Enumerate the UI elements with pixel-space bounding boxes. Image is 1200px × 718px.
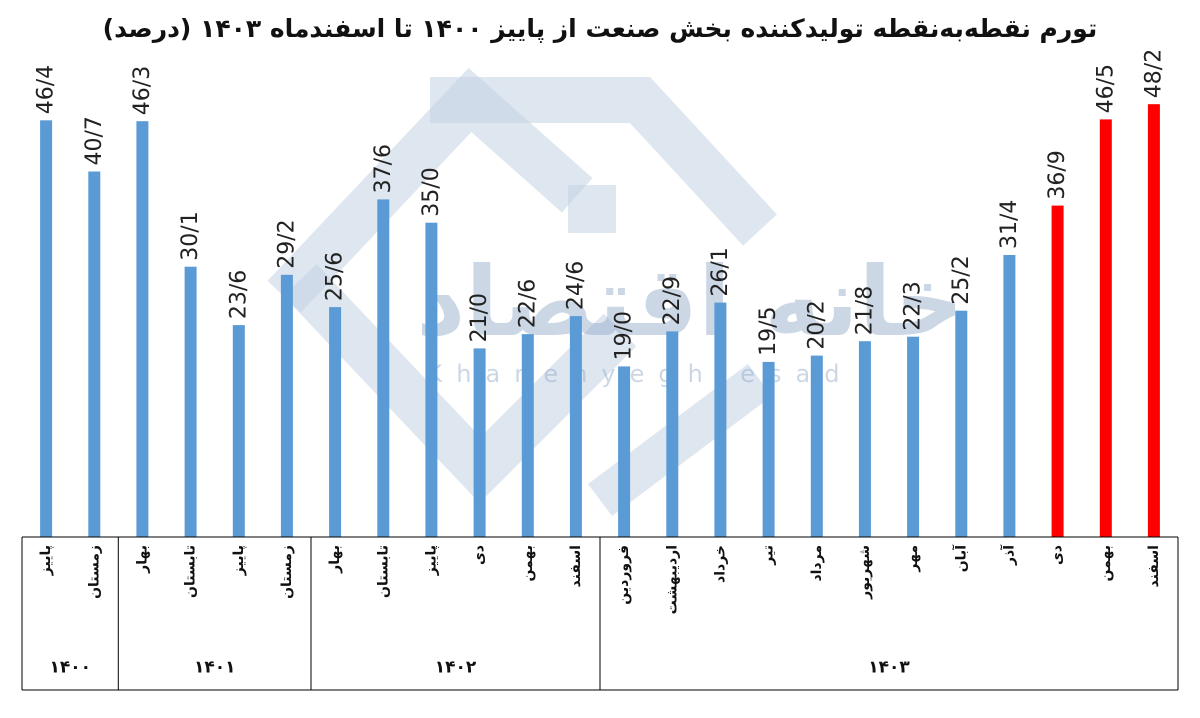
data-label: 25/2: [949, 255, 974, 304]
category-label: پاییز: [423, 545, 439, 576]
category-label: بهمن: [1098, 545, 1114, 581]
bar: [907, 336, 920, 537]
data-label: 46/5: [1093, 64, 1118, 113]
data-label: 21/8: [852, 286, 877, 335]
data-label: 36/9: [1045, 150, 1070, 199]
year-label: ۱۴۰۳: [868, 658, 910, 678]
category-label: اسفند: [568, 545, 584, 587]
category-label: مهر: [905, 545, 921, 573]
year-label: ۱۴۰۱: [194, 658, 236, 678]
data-label: 25/6: [323, 252, 348, 301]
category-label: بهمن: [520, 545, 536, 581]
data-label: 22/3: [901, 281, 926, 330]
bar: [377, 199, 390, 537]
data-label: 40/7: [82, 116, 107, 165]
category-label: پاییز: [38, 545, 54, 576]
category-label: تابستان: [375, 545, 391, 598]
data-label: 48/2: [1141, 49, 1166, 98]
data-label: 19/0: [612, 311, 637, 360]
category-label: دی: [472, 545, 488, 565]
watermark-latin: Khanehyeghtesad: [427, 360, 854, 388]
bar: [280, 274, 293, 537]
bar: [714, 302, 727, 537]
category-label: اردیبهشت: [664, 545, 680, 614]
bar: [1003, 255, 1016, 537]
bar: [425, 222, 438, 537]
category-label: تیر: [761, 545, 777, 566]
category-label: زمستان: [86, 545, 102, 599]
data-label: 20/2: [804, 300, 829, 349]
category-label: اسفند: [1146, 545, 1162, 587]
bars-layer: 46/4 40/7 46/3 30/1 23/6 29/2 25/6 37/6 35/0 21/0…: [34, 49, 1166, 538]
data-label: 22/6: [515, 279, 540, 328]
category-label: آذر: [999, 544, 1017, 566]
watermark-text: خانه اقتصاد: [416, 246, 964, 358]
bar: [666, 331, 679, 537]
bar: [329, 307, 342, 537]
data-label: 26/1: [708, 247, 733, 296]
bar: [1099, 119, 1112, 538]
bar: [232, 325, 245, 537]
category-label: آبان: [951, 544, 969, 572]
data-label: 23/6: [226, 270, 251, 319]
chart-title: تورم نقطه‌به‌نقطه تولیدکننده بخش صنعت از…: [102, 14, 1098, 43]
data-label: 46/4: [34, 65, 59, 114]
category-label: زمستان: [279, 545, 295, 599]
bar: [810, 355, 823, 537]
data-label: 24/6: [563, 261, 588, 310]
bar: [569, 316, 582, 537]
data-label: 29/2: [274, 219, 299, 268]
data-label: 30/1: [178, 211, 203, 260]
category-label: بهار: [327, 545, 343, 574]
bar: [40, 120, 53, 538]
bar: [1147, 104, 1160, 537]
data-label: 22/9: [660, 276, 685, 325]
bar: [618, 366, 631, 537]
data-label: 21/0: [467, 293, 492, 342]
data-label: 31/4: [997, 200, 1022, 249]
bar: [762, 361, 775, 537]
data-label: 19/5: [756, 306, 781, 355]
category-label: فروردین: [616, 545, 632, 605]
category-axis: پاییز زمستان بهار تابستان پاییز زمستان بهار تاب…: [21, 536, 1179, 691]
bar: [88, 171, 101, 537]
category-label: تابستان: [183, 545, 199, 598]
data-label: 37/6: [371, 144, 396, 193]
category-label: دی: [1050, 545, 1066, 565]
bar: [136, 121, 149, 537]
data-label: 46/3: [130, 66, 155, 115]
bar: [858, 341, 871, 537]
bar: [521, 334, 534, 537]
category-label: مرداد: [809, 545, 825, 582]
category-label: خرداد: [712, 545, 728, 583]
data-label: 35/0: [419, 167, 444, 216]
bar: [955, 310, 968, 537]
year-label: ۱۴۰۲: [435, 658, 477, 678]
category-label: پاییز: [231, 545, 247, 576]
category-label: بهار: [134, 545, 150, 574]
bar: [184, 266, 197, 537]
bar: [1051, 205, 1064, 537]
year-label: ۱۴۰۰: [49, 658, 91, 678]
bar: [473, 348, 486, 537]
category-label: شهریور: [857, 545, 873, 600]
